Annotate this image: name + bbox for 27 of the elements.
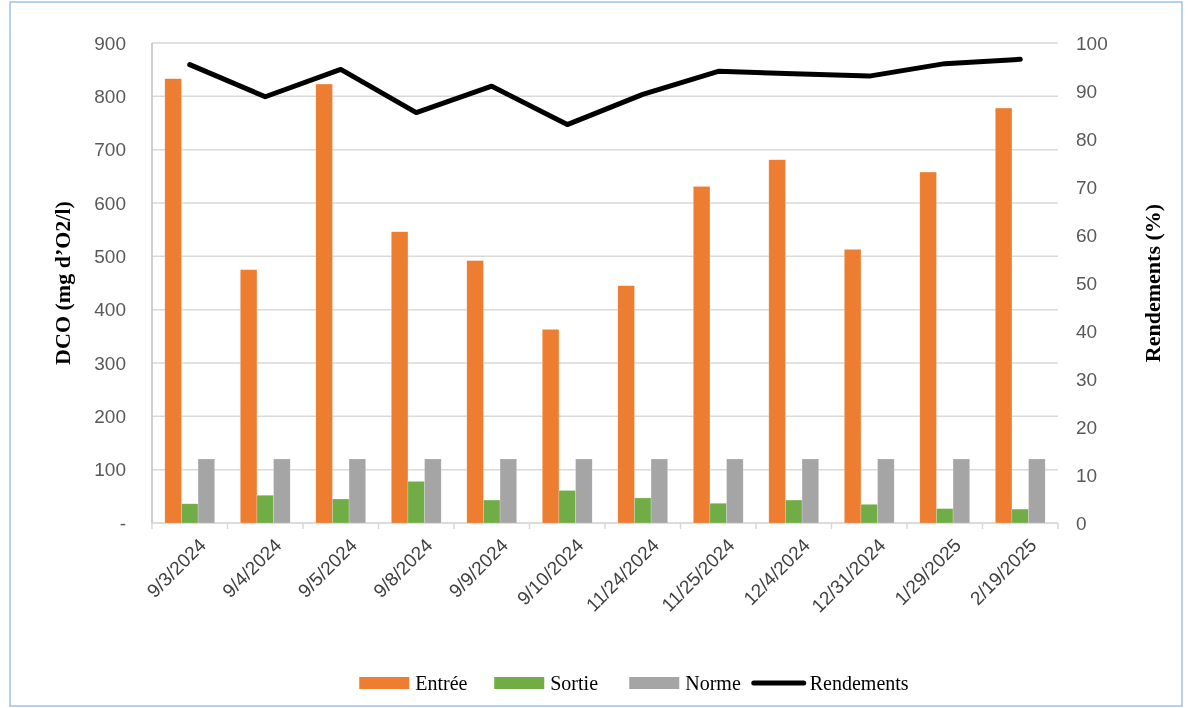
y-tick-label: 200 — [94, 405, 126, 427]
y2-tick-label: 30 — [1076, 368, 1098, 390]
y-tick-label: 800 — [94, 85, 126, 107]
y2-tick-label: 0 — [1076, 512, 1087, 534]
y2-tick-label: 80 — [1076, 128, 1098, 150]
legend-label: Sortie — [550, 672, 599, 694]
y2-tick-label: 100 — [1076, 32, 1108, 54]
y2-tick-label: 20 — [1076, 416, 1098, 438]
legend-label: Rendements — [809, 672, 909, 694]
y-tick-label: - — [119, 512, 126, 534]
y-tick-label: 100 — [94, 459, 126, 481]
y-axis-title: DCO (mg d’O2/l) — [50, 201, 75, 365]
legend-label: Norme — [685, 672, 741, 694]
y2-axis-title: Rendements (%) — [1140, 203, 1165, 363]
y-tick-label: 500 — [94, 245, 126, 267]
y2-tick-label: 60 — [1076, 224, 1098, 246]
y2-tick-label: 90 — [1076, 80, 1098, 102]
y-tick-label: 600 — [94, 192, 126, 214]
y-tick-label: 400 — [94, 299, 126, 321]
y2-tick-label: 40 — [1076, 320, 1098, 342]
legend-label: Entrée — [415, 672, 468, 694]
y2-tick-label: 70 — [1076, 176, 1098, 198]
y-tick-label: 700 — [94, 139, 126, 161]
y-tick-label: 900 — [94, 32, 126, 54]
y2-tick-label: 50 — [1076, 272, 1098, 294]
y-tick-label: 300 — [94, 352, 126, 374]
y2-tick-label: 10 — [1076, 464, 1098, 486]
